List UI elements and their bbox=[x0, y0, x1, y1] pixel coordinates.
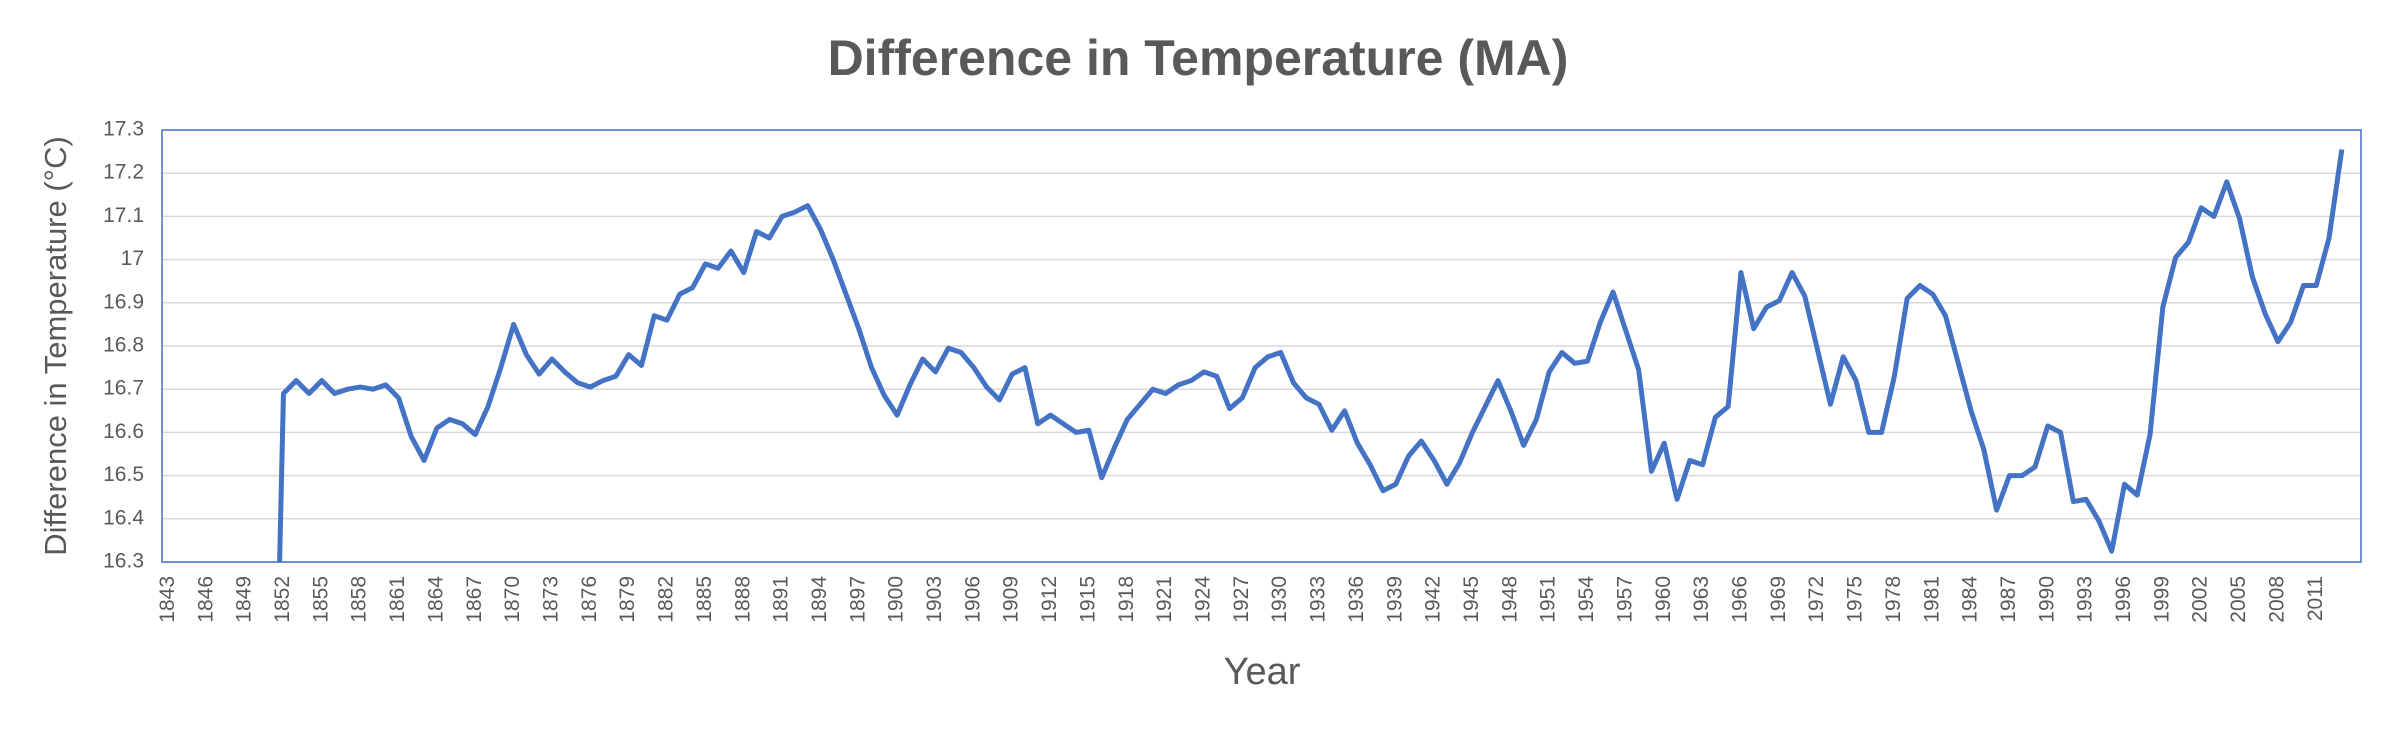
x-tick-label: 1885 bbox=[693, 576, 716, 623]
x-tick-label: 1972 bbox=[1805, 576, 1828, 623]
x-tick-label: 1894 bbox=[808, 576, 831, 623]
x-tick-label: 1900 bbox=[885, 576, 908, 623]
x-tick-label: 2005 bbox=[2227, 576, 2250, 623]
x-tick-label: 1888 bbox=[731, 576, 754, 623]
x-tick-label: 1984 bbox=[1959, 576, 1982, 623]
y-tick-label: 17.1 bbox=[103, 204, 144, 227]
y-tick-label: 16.7 bbox=[103, 377, 144, 400]
x-tick-label: 1969 bbox=[1767, 576, 1790, 623]
x-tick-label: 1975 bbox=[1844, 576, 1867, 623]
x-tick-label: 1849 bbox=[233, 576, 256, 623]
x-tick-label: 1936 bbox=[1345, 576, 1368, 623]
x-tick-label: 1918 bbox=[1115, 576, 1138, 623]
x-tick-label: 1945 bbox=[1460, 576, 1483, 623]
y-tick-label: 16.4 bbox=[103, 506, 144, 529]
x-tick-label: 1855 bbox=[309, 576, 332, 623]
x-tick-label: 1846 bbox=[194, 576, 217, 623]
chart-title: Difference in Temperature (MA) bbox=[828, 30, 1569, 86]
x-tick-label: 1882 bbox=[655, 576, 678, 623]
x-tick-label: 1867 bbox=[463, 576, 486, 623]
x-tick-label: 1948 bbox=[1498, 576, 1521, 623]
plot-border bbox=[161, 129, 2362, 563]
x-tick-label: 1951 bbox=[1537, 576, 1560, 623]
x-tick-label: 1930 bbox=[1268, 576, 1291, 623]
x-tick-label: 1999 bbox=[2150, 576, 2173, 623]
x-tick-label: 1903 bbox=[923, 576, 946, 623]
y-axis-title: Difference in Temperature (°C) bbox=[38, 136, 73, 556]
x-tick-label: 1915 bbox=[1076, 576, 1099, 623]
y-tick-label: 17 bbox=[121, 247, 144, 270]
y-tick-label: 17.3 bbox=[103, 118, 144, 141]
x-tick-label: 1873 bbox=[539, 576, 562, 623]
y-tick-label: 16.5 bbox=[103, 463, 144, 486]
x-tick-label: 1987 bbox=[1997, 576, 2020, 623]
x-tick-label: 1981 bbox=[1920, 576, 1943, 623]
y-tick-label: 16.6 bbox=[103, 420, 144, 443]
x-tick-label: 1870 bbox=[501, 576, 524, 623]
x-tick-label: 1921 bbox=[1153, 576, 1176, 623]
x-tick-label: 1909 bbox=[1000, 576, 1023, 623]
x-tick-label: 1861 bbox=[386, 576, 409, 623]
x-tick-label: 2002 bbox=[2189, 576, 2212, 623]
x-tick-label: 1906 bbox=[961, 576, 984, 623]
x-tick-label: 1927 bbox=[1230, 576, 1253, 623]
x-tick-label: 1966 bbox=[1728, 576, 1751, 623]
y-tick-label: 16.3 bbox=[103, 550, 144, 573]
x-tick-label: 1942 bbox=[1422, 576, 1445, 623]
x-tick-label: 1963 bbox=[1690, 576, 1713, 623]
x-tick-label: 1912 bbox=[1038, 576, 1061, 623]
x-tick-label: 2008 bbox=[2265, 576, 2288, 623]
x-tick-label: 1954 bbox=[1575, 576, 1598, 623]
x-tick-label: 1960 bbox=[1652, 576, 1675, 623]
x-tick-label: 1879 bbox=[616, 576, 639, 623]
x-tick-label: 1864 bbox=[424, 576, 447, 623]
x-axis-title: Year bbox=[1224, 651, 1301, 693]
x-tick-label: 1978 bbox=[1882, 576, 1905, 623]
x-tick-label: 1858 bbox=[348, 576, 371, 623]
x-tick-label: 1852 bbox=[271, 576, 294, 623]
y-tick-label: 16.9 bbox=[103, 290, 144, 313]
x-tick-label: 1990 bbox=[2035, 576, 2058, 623]
x-tick-label: 1957 bbox=[1613, 576, 1636, 623]
data-line bbox=[277, 149, 2345, 562]
x-tick-label: 1897 bbox=[846, 576, 869, 623]
x-tick-label: 1843 bbox=[156, 576, 179, 623]
y-tick-label: 16.8 bbox=[103, 334, 144, 357]
y-tick-label: 17.2 bbox=[103, 161, 144, 184]
x-tick-label: 1876 bbox=[578, 576, 601, 623]
x-tick-label: 1924 bbox=[1192, 576, 1215, 623]
x-tick-label: 1993 bbox=[2074, 576, 2097, 623]
x-tick-label: 2011 bbox=[2304, 576, 2327, 621]
x-tick-label: 1939 bbox=[1383, 576, 1406, 623]
x-tick-label: 1996 bbox=[2112, 576, 2135, 623]
x-tick-label: 1933 bbox=[1307, 576, 1330, 623]
x-tick-label: 1891 bbox=[770, 576, 793, 623]
